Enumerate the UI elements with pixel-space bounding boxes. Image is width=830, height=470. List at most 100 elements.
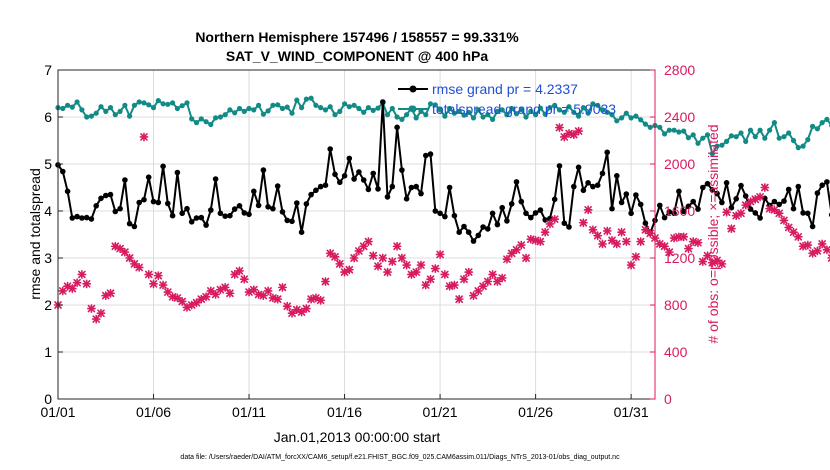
totalspread-point xyxy=(103,108,109,114)
totalspread-point xyxy=(160,101,166,107)
obs-assimilated-marker xyxy=(440,270,450,279)
obs-assimilated-marker xyxy=(569,130,579,140)
obs-assimilated-marker xyxy=(779,216,789,225)
obs-assimilated-marker xyxy=(454,294,464,304)
rmse-point xyxy=(618,199,625,206)
totalspread-point xyxy=(499,107,505,113)
obs-assimilated-marker xyxy=(72,278,82,288)
totalspread-point xyxy=(127,113,133,119)
obs-assimilated-marker xyxy=(607,235,617,245)
obs-assimilated-marker xyxy=(798,241,808,251)
tick-label-right: 800 xyxy=(664,297,688,313)
totalspread-point xyxy=(346,104,352,110)
plot-area xyxy=(58,70,655,399)
totalspread-point xyxy=(165,101,171,107)
totalspread-point xyxy=(308,95,314,101)
obs-assimilated-marker xyxy=(263,286,273,296)
y-axis-label: rmse and totalspread xyxy=(27,168,43,300)
totalspread-point xyxy=(404,112,410,118)
obs-assimilated-marker xyxy=(125,253,135,263)
obs-assimilated-marker xyxy=(593,231,603,241)
rmse-point xyxy=(126,220,133,227)
obs-assimilated-marker xyxy=(469,291,478,301)
rmse-point xyxy=(594,182,601,188)
rmse-point xyxy=(666,209,673,215)
totalspread-point xyxy=(299,105,305,111)
totalspread-point xyxy=(241,108,247,114)
rmse-point xyxy=(93,203,99,209)
obs-assimilated-marker xyxy=(803,240,813,250)
totalspread-point xyxy=(576,113,582,119)
series-markers xyxy=(53,123,830,324)
rmse-point xyxy=(661,214,668,221)
rmse-point xyxy=(451,212,458,219)
totalspread-point xyxy=(246,105,252,112)
rmse-point xyxy=(88,216,95,222)
obs-assimilated-marker xyxy=(206,286,216,296)
totalspread-point xyxy=(781,134,787,140)
rmse-point xyxy=(212,176,219,182)
rmse-point xyxy=(657,202,663,209)
totalspread-point xyxy=(743,138,749,144)
rmse-point xyxy=(742,193,749,199)
tick-label-right: 1600 xyxy=(664,203,695,219)
rmse-point xyxy=(676,188,682,195)
rmse-point xyxy=(274,183,281,189)
rmse-point xyxy=(198,214,205,221)
rmse-point xyxy=(394,124,400,131)
legend-spread-marker xyxy=(409,105,417,113)
totalspread-point xyxy=(423,112,429,118)
rmse-point xyxy=(709,187,716,193)
totalspread-point xyxy=(313,102,319,108)
tick-label-right: 400 xyxy=(664,344,688,360)
totalspread-point xyxy=(79,107,85,113)
rmse-point xyxy=(623,191,630,197)
totalspread-point xyxy=(461,112,467,118)
totalspread-point xyxy=(447,105,453,112)
rmse-point xyxy=(136,199,142,206)
tick-label-bottom: 01/16 xyxy=(327,404,362,420)
rmse-point xyxy=(432,208,439,214)
obs-assimilated-marker xyxy=(192,298,201,308)
totalspread-point xyxy=(800,143,806,149)
tick-label-bottom: 01/06 xyxy=(136,404,171,420)
obs-assimilated-marker xyxy=(177,297,187,306)
obs-assimilated-marker xyxy=(344,265,354,275)
tick-label-left: 3 xyxy=(44,250,52,266)
obs-assimilated-marker xyxy=(134,262,144,272)
totalspread-point xyxy=(704,132,711,138)
obs-assimilated-marker xyxy=(793,232,803,242)
rmse-point xyxy=(365,186,372,193)
rmse-point xyxy=(571,183,577,190)
rmse-point xyxy=(270,205,276,212)
totalspread-point xyxy=(322,107,329,113)
obs-assimilated-marker xyxy=(225,288,235,298)
totalspread-point xyxy=(413,115,419,121)
obs-assimilated-marker xyxy=(502,254,512,264)
totalspread-point xyxy=(375,105,381,111)
totalspread-point xyxy=(193,120,200,126)
rmse-point xyxy=(356,169,362,175)
rmse-point xyxy=(556,163,563,169)
obs-assimilated-marker xyxy=(703,251,712,261)
rmse-point xyxy=(809,223,816,230)
rmse-point xyxy=(523,210,529,217)
rmse-point xyxy=(251,188,257,195)
totalspread-point xyxy=(370,107,376,113)
x-axis-label: Jan.01,2013 00:00:00 start xyxy=(274,429,441,445)
rmse-point xyxy=(155,199,162,206)
rmse-point xyxy=(671,210,677,217)
totalspread-point xyxy=(681,128,687,134)
tick-label-left: 4 xyxy=(44,203,52,219)
obs-assimilated-marker xyxy=(368,251,378,261)
totalspread-point xyxy=(389,105,395,112)
totalspread-point xyxy=(117,108,123,114)
rmse-point xyxy=(98,195,104,202)
rmse-point xyxy=(427,151,434,157)
rmse-point xyxy=(380,99,386,105)
totalspread-point xyxy=(671,127,677,133)
obs-assimilated-marker xyxy=(173,293,182,303)
rmse-point xyxy=(289,218,295,225)
rmse-point xyxy=(528,214,534,221)
rmse-point xyxy=(74,213,80,220)
